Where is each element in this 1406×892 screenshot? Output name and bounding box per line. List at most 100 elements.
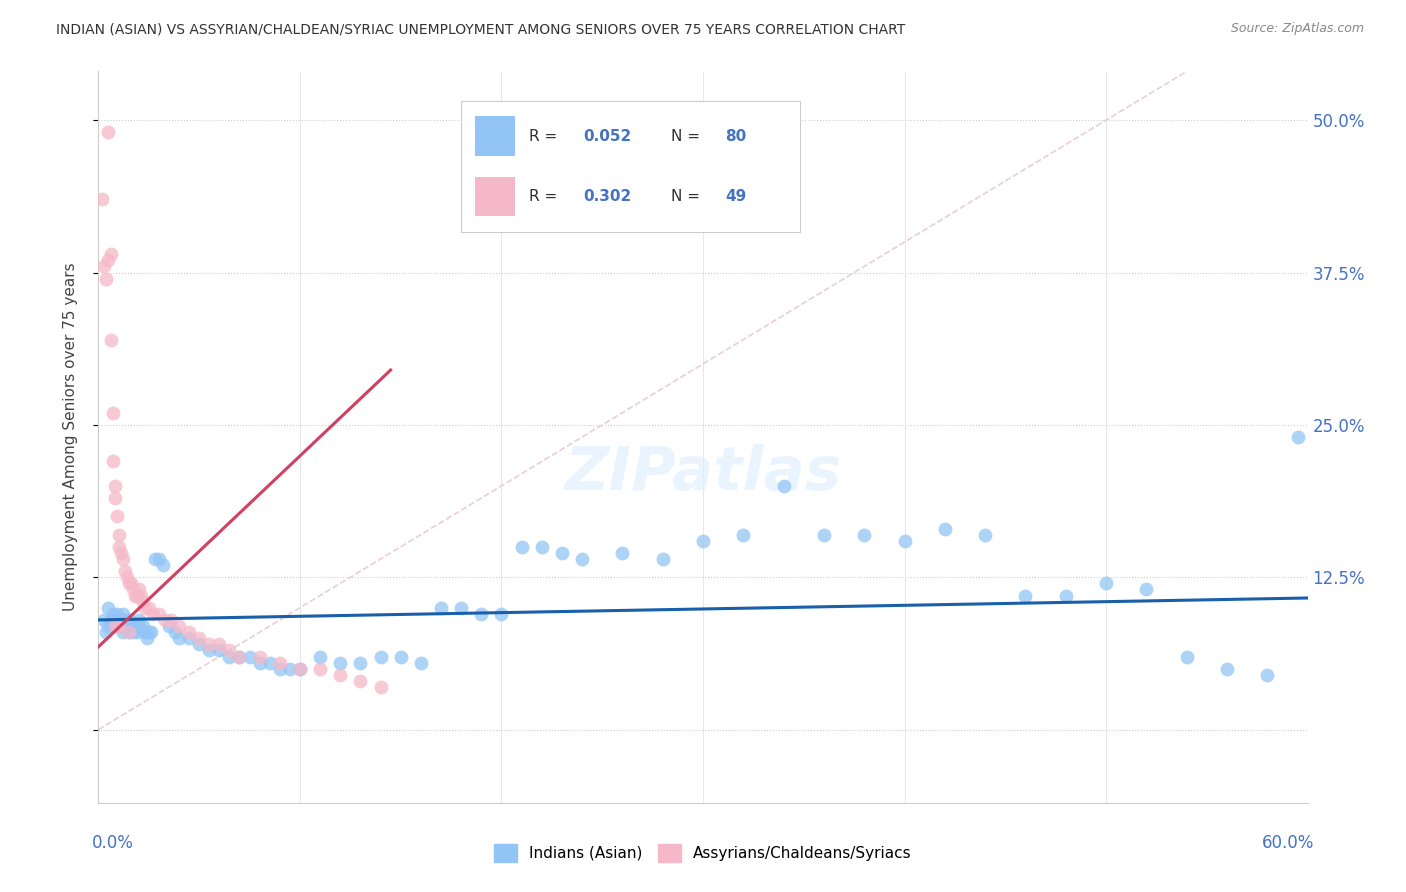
Point [1014,589,1036,603]
Point [101,406,124,420]
Point [349,656,371,670]
Point [143,552,166,566]
Point [288,662,311,676]
Point [96,271,118,285]
Point [1216,662,1239,676]
Point [120,576,142,591]
Point [135,632,157,646]
Point [118,625,141,640]
Point [167,632,190,646]
Point [571,552,593,566]
Point [853,527,876,541]
Point [100,333,122,347]
Point [551,546,574,560]
Point [125,625,148,640]
Point [120,619,142,633]
Point [148,552,170,566]
Point [228,649,250,664]
Point [96,625,118,640]
Point [450,600,472,615]
Point [692,533,714,548]
Text: 0.0%: 0.0% [91,834,134,852]
Point [430,600,453,615]
Point [259,656,281,670]
Point [188,637,211,651]
Point [179,632,201,646]
Point [218,643,240,657]
Point [114,564,136,578]
Point [288,662,311,676]
Point [249,649,271,664]
Point [1054,589,1077,603]
Point [139,625,162,640]
Point [249,656,271,670]
Point [105,509,128,524]
Point [152,558,174,573]
Point [111,607,134,621]
Point [103,619,125,633]
Point [110,546,132,560]
Point [125,589,148,603]
Point [132,594,155,608]
Point [1095,576,1118,591]
Point [157,619,180,633]
Point [103,613,125,627]
Point [91,193,114,207]
Point [389,649,412,664]
Point [103,619,125,633]
Point [100,247,122,261]
Point [97,619,120,633]
Point [101,619,124,633]
Point [1286,430,1309,444]
Point [208,637,231,651]
Text: 60.0%: 60.0% [1263,834,1315,852]
Y-axis label: Unemployment Among Seniors over 75 years: Unemployment Among Seniors over 75 years [63,263,77,611]
Point [118,613,141,627]
Point [129,589,152,603]
Point [121,582,143,597]
Point [269,662,291,676]
Point [188,632,211,646]
Point [121,625,143,640]
Point [100,613,122,627]
Point [110,619,132,633]
Point [107,613,129,627]
Point [530,540,553,554]
Point [111,625,134,640]
Point [148,607,170,621]
Point [97,600,120,615]
Point [1256,667,1278,681]
Point [309,662,332,676]
Point [107,540,129,554]
Point [101,607,124,621]
Point [138,625,160,640]
Point [1175,649,1198,664]
Text: Source: ZipAtlas.com: Source: ZipAtlas.com [1230,22,1364,36]
Point [510,540,533,554]
Point [218,649,240,664]
Point [470,607,492,621]
Point [93,260,115,274]
Point [134,625,156,640]
Point [163,625,186,640]
Point [278,662,301,676]
Point [208,643,231,657]
Point [651,552,673,566]
Point [138,600,160,615]
Point [124,619,146,633]
Point [107,619,129,633]
Point [142,607,165,621]
Point [239,649,262,664]
Point [329,656,352,670]
Point [118,576,141,591]
Point [103,491,125,505]
Text: INDIAN (ASIAN) VS ASSYRIAN/CHALDEAN/SYRIAC UNEMPLOYMENT AMONG SENIORS OVER 75 YE: INDIAN (ASIAN) VS ASSYRIAN/CHALDEAN/SYRI… [56,22,905,37]
Point [179,625,201,640]
Point [309,649,332,664]
Legend: Indians (Asian), Assyrians/Chaldeans/Syriacs: Indians (Asian), Assyrians/Chaldeans/Syr… [488,838,918,868]
Point [160,613,183,627]
Point [349,673,371,688]
Point [934,521,956,535]
Point [167,619,190,633]
Point [733,527,755,541]
